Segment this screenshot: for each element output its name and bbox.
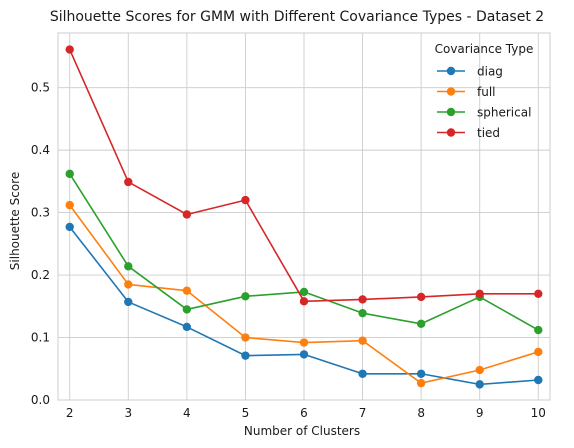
- data-point: [65, 45, 74, 54]
- x-tick-label: 9: [476, 406, 484, 420]
- x-tick-label: 7: [359, 406, 367, 420]
- legend: Covariance Type diag full spherical tied: [435, 42, 534, 140]
- data-point: [475, 289, 484, 299]
- data-point: [299, 350, 309, 359]
- series-group: [65, 45, 543, 389]
- data-point: [534, 347, 543, 357]
- data-point: [241, 333, 250, 342]
- legend-label: tied: [477, 126, 500, 140]
- data-point: [124, 280, 133, 289]
- x-tick-label: 2: [66, 406, 74, 420]
- data-point: [182, 286, 192, 295]
- data-point: [241, 292, 250, 301]
- y-tick-label: 0.3: [31, 206, 50, 220]
- x-ticks: 2 3 4 5 6 7 8 9 10: [66, 406, 546, 420]
- legend-title: Covariance Type: [435, 42, 534, 56]
- plot-frame: [57, 32, 551, 401]
- data-point: [475, 365, 484, 375]
- data-point: [416, 369, 426, 378]
- y-axis-label: Silhouette Score: [8, 172, 22, 270]
- legend-marker: [446, 128, 456, 137]
- x-tick-label: 5: [242, 406, 250, 420]
- legend-label: diag: [477, 65, 503, 79]
- y-tick-label: 0.2: [31, 268, 50, 282]
- legend-label: full: [477, 85, 496, 99]
- data-point: [475, 380, 484, 389]
- legend-marker: [446, 107, 456, 117]
- data-point: [299, 287, 309, 297]
- data-point: [241, 195, 250, 205]
- series-full: [65, 200, 543, 388]
- data-point: [182, 322, 192, 332]
- y-tick-label: 0.4: [31, 143, 50, 157]
- x-tick-label: 8: [417, 406, 425, 420]
- data-point: [358, 369, 367, 378]
- plot-border: [57, 32, 551, 401]
- legend-item-tied: tied: [437, 126, 500, 140]
- x-tick-label: 6: [300, 406, 308, 420]
- data-point: [182, 305, 192, 314]
- x-tick-label: 10: [531, 406, 546, 420]
- legend-marker: [446, 87, 456, 96]
- data-point: [358, 295, 367, 304]
- data-point: [416, 319, 426, 328]
- chart-title: Silhouette Scores for GMM with Different…: [50, 9, 544, 25]
- series-tied: [65, 45, 543, 306]
- data-point: [65, 200, 74, 210]
- x-tick-label: 4: [183, 406, 191, 420]
- data-point: [65, 169, 74, 179]
- y-ticks: 0.0 0.1 0.2 0.3 0.4 0.5: [31, 81, 50, 407]
- data-point: [299, 338, 309, 347]
- legend-label: spherical: [477, 106, 531, 120]
- legend-item-spherical: spherical: [437, 106, 531, 120]
- data-point: [124, 177, 133, 187]
- legend-item-full: full: [437, 85, 496, 99]
- y-tick-label: 0.1: [31, 331, 50, 345]
- legend-marker: [446, 66, 456, 76]
- series-diag: [65, 222, 543, 389]
- data-point: [416, 292, 426, 302]
- data-point: [534, 289, 543, 299]
- data-point: [358, 336, 367, 345]
- x-tick-label: 3: [124, 406, 132, 420]
- y-tick-label: 0.0: [31, 393, 50, 407]
- data-point: [182, 210, 192, 219]
- data-point: [534, 375, 543, 385]
- data-point: [124, 262, 133, 271]
- data-point: [124, 297, 133, 307]
- data-point: [65, 222, 74, 232]
- legend-item-diag: diag: [437, 65, 503, 79]
- data-point: [534, 325, 543, 335]
- x-axis-label: Number of Clusters: [244, 424, 360, 438]
- data-point: [358, 308, 367, 318]
- data-point: [241, 351, 250, 360]
- data-point: [299, 297, 309, 306]
- data-point: [416, 378, 426, 388]
- y-tick-label: 0.5: [31, 81, 50, 95]
